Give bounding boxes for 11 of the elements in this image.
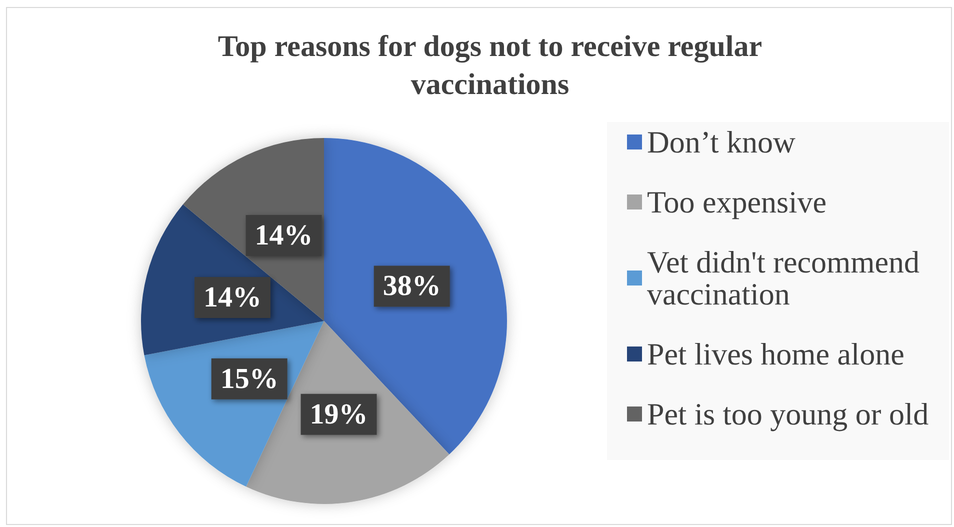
legend-label: Pet is too young or old [647, 396, 930, 432]
data-label: 14% [254, 219, 313, 252]
data-label: 15% [220, 362, 278, 395]
legend-label: Don’t know [647, 124, 796, 160]
legend-label: Too expensive [647, 184, 826, 220]
chart-title: Top reasons for dogs not to receive regular vaccinations [216, 29, 764, 103]
data-label: 14% [203, 282, 262, 314]
data-label: 19% [310, 398, 368, 430]
legend-label: Pet lives home alone [647, 336, 904, 372]
data-label: 38% [382, 270, 441, 302]
legend-label: Vet didn't recommend vaccination [647, 244, 928, 312]
